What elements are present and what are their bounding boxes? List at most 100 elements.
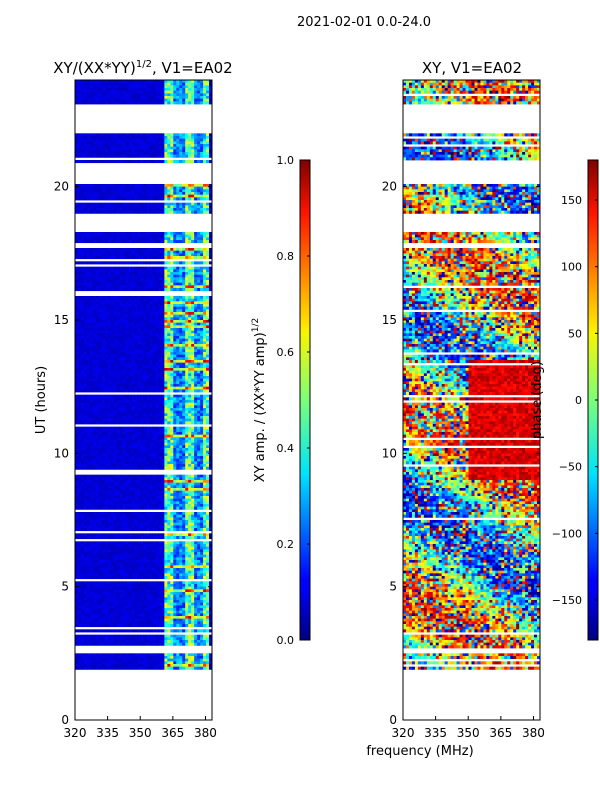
heatmap-cell bbox=[164, 418, 168, 422]
heatmap-cell bbox=[203, 309, 207, 313]
panel1-heatmap bbox=[75, 80, 213, 670]
heatmap-cell bbox=[122, 280, 127, 284]
heatmap-cell bbox=[140, 312, 144, 316]
heatmap-cell bbox=[155, 426, 159, 430]
heatmap-cell bbox=[182, 349, 186, 353]
heatmap-cell bbox=[194, 450, 198, 454]
heatmap-cell bbox=[107, 192, 112, 196]
heatmap-cell bbox=[95, 413, 100, 417]
heatmap-cell bbox=[173, 144, 177, 148]
heatmap-cell bbox=[164, 386, 168, 390]
heatmap-cell bbox=[86, 344, 91, 348]
heatmap-cell bbox=[197, 96, 201, 100]
heatmap-cell bbox=[155, 96, 159, 100]
heatmap-cell bbox=[122, 298, 127, 302]
heatmap-cell bbox=[131, 333, 135, 337]
heatmap-cell bbox=[98, 325, 103, 329]
heatmap-cell bbox=[110, 328, 115, 332]
heatmap-cell bbox=[131, 317, 135, 321]
heatmap-cell bbox=[92, 93, 97, 97]
heatmap-cell bbox=[158, 437, 162, 441]
heatmap-cell bbox=[143, 312, 147, 316]
heatmap-cell bbox=[161, 368, 165, 372]
heatmap-cell bbox=[188, 282, 192, 286]
heatmap-cell bbox=[77, 101, 82, 105]
heatmap-cell bbox=[146, 210, 150, 214]
heatmap-cell bbox=[86, 154, 91, 158]
heatmap-cell bbox=[89, 442, 94, 446]
heatmap-cell bbox=[101, 432, 106, 436]
heatmap-cell bbox=[173, 88, 177, 92]
heatmap-cell bbox=[200, 186, 204, 190]
heatmap-cell bbox=[194, 381, 198, 385]
heatmap-cell bbox=[206, 333, 210, 337]
heatmap-cell bbox=[209, 240, 213, 244]
heatmap-cell bbox=[101, 288, 106, 292]
heatmap-cell bbox=[77, 261, 82, 265]
heatmap-cell bbox=[170, 141, 174, 145]
heatmap-cell bbox=[143, 146, 147, 150]
heatmap-cell bbox=[164, 450, 168, 454]
heatmap-cell bbox=[131, 80, 135, 84]
heatmap-cell bbox=[182, 298, 186, 302]
heatmap-cell bbox=[107, 194, 112, 198]
heatmap-cell bbox=[200, 378, 204, 382]
heatmap-cell bbox=[80, 312, 85, 316]
heatmap-cell bbox=[128, 376, 132, 380]
heatmap-cell bbox=[92, 413, 97, 417]
heatmap-cell bbox=[152, 386, 156, 390]
heatmap-cell bbox=[128, 274, 132, 278]
heatmap-cell bbox=[101, 333, 106, 337]
heatmap-cell bbox=[131, 328, 135, 332]
heatmap-cell bbox=[101, 354, 106, 358]
heatmap-cell bbox=[155, 237, 159, 241]
heatmap-cell bbox=[152, 333, 156, 337]
heatmap-cell bbox=[104, 461, 109, 465]
heatmap-cell bbox=[161, 461, 165, 465]
heatmap-cell bbox=[170, 138, 174, 142]
heatmap-cell bbox=[146, 197, 150, 201]
heatmap-cell bbox=[146, 272, 150, 276]
heatmap-cell bbox=[83, 269, 88, 273]
heatmap-cell bbox=[137, 346, 141, 350]
heatmap-cell bbox=[104, 85, 109, 89]
heatmap-cell bbox=[80, 413, 85, 417]
heatmap-cell bbox=[170, 426, 174, 430]
heatmap-cell bbox=[107, 344, 112, 348]
heatmap-cell bbox=[122, 160, 127, 164]
heatmap-cell bbox=[83, 378, 88, 382]
heatmap-cell bbox=[140, 370, 144, 374]
heatmap-cell bbox=[113, 248, 118, 252]
heatmap-cell bbox=[89, 328, 94, 332]
heatmap-cell bbox=[125, 410, 130, 414]
heatmap-cell bbox=[185, 397, 189, 401]
heatmap-cell bbox=[110, 136, 115, 140]
heatmap-cell bbox=[116, 405, 121, 409]
heatmap-cell bbox=[122, 322, 127, 326]
heatmap-cell bbox=[101, 336, 106, 340]
heatmap-cell bbox=[101, 402, 106, 406]
heatmap-cell bbox=[149, 192, 153, 196]
heatmap-cell bbox=[167, 328, 171, 332]
heatmap-cell bbox=[86, 253, 91, 257]
heatmap-cell bbox=[164, 357, 168, 361]
heatmap-cell bbox=[161, 349, 165, 353]
heatmap-cell bbox=[167, 432, 171, 436]
heatmap-cell bbox=[128, 322, 132, 326]
heatmap-cell bbox=[140, 381, 144, 385]
heatmap-cell bbox=[188, 160, 192, 164]
heatmap-cell bbox=[152, 357, 156, 361]
heatmap-cell bbox=[101, 210, 106, 214]
heatmap-cell bbox=[116, 402, 121, 406]
heatmap-cell bbox=[75, 309, 79, 313]
heatmap-cell bbox=[92, 309, 97, 313]
heatmap-cell bbox=[140, 357, 144, 361]
heatmap-cell bbox=[75, 389, 79, 393]
heatmap-cell bbox=[104, 309, 109, 313]
heatmap-cell bbox=[185, 149, 189, 153]
heatmap-cell bbox=[104, 352, 109, 356]
heatmap-cell bbox=[83, 448, 88, 452]
heatmap-cell bbox=[77, 301, 82, 305]
heatmap-cell bbox=[125, 280, 130, 284]
heatmap-cell bbox=[200, 144, 204, 148]
